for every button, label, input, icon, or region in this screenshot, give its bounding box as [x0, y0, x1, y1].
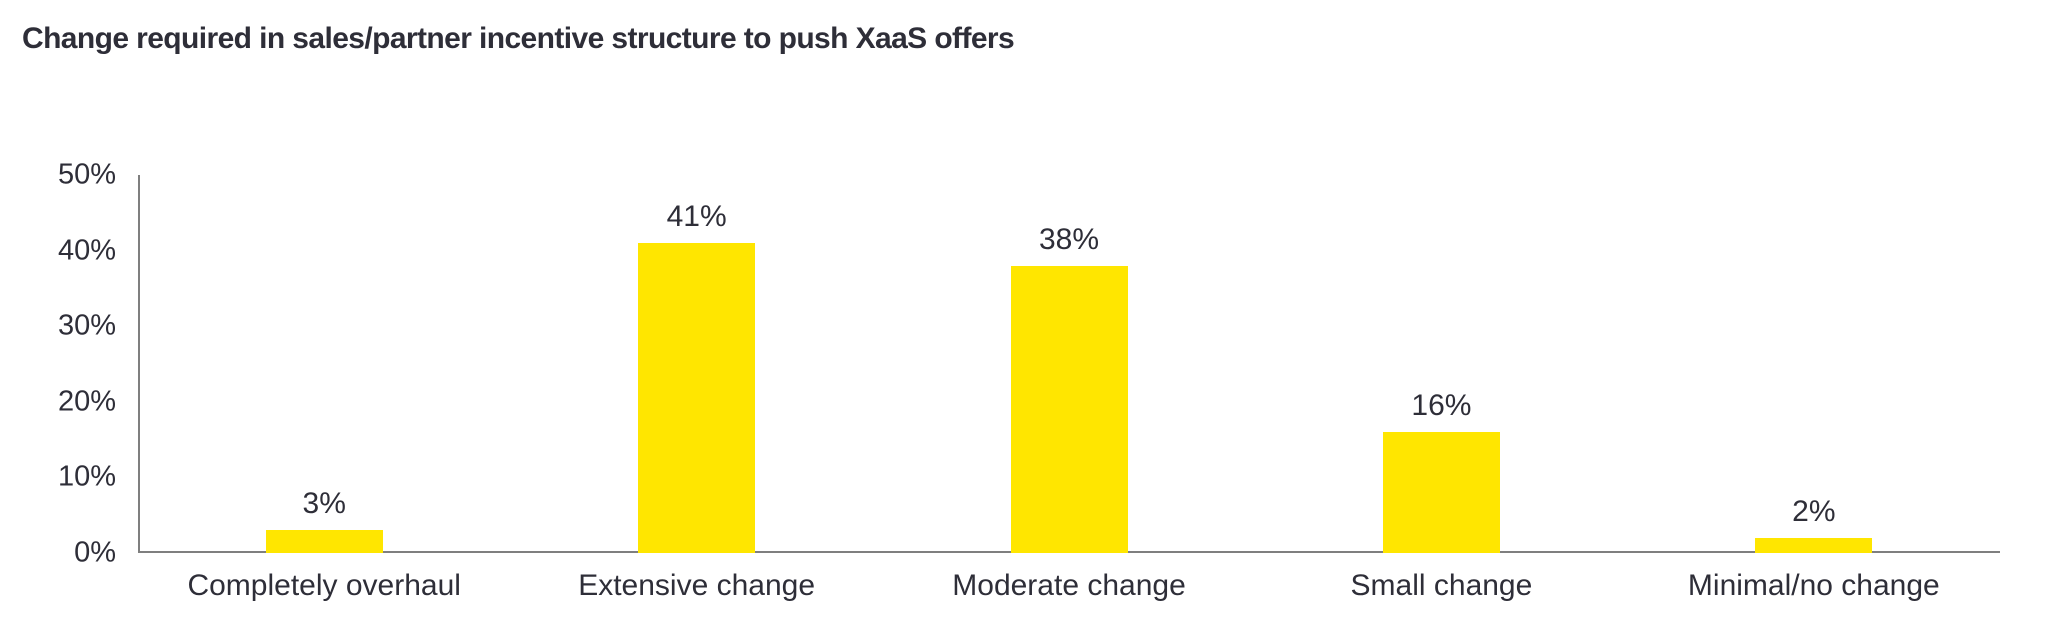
x-category-label: Extensive change	[578, 569, 816, 602]
x-axis-labels: Completely overhaul Extensive change Moder…	[138, 569, 2000, 604]
y-tick-label: 50%	[57, 158, 116, 191]
chart-title: Change required in sales/partner incenti…	[22, 22, 1015, 55]
bar-chart: 0% 10% 20% 30% 40% 50% 3% 41% 38% 16% 2% Complete…	[58, 160, 2000, 602]
x-category-label: Completely overhaul	[187, 569, 461, 602]
bar-slot: 38%	[883, 175, 1255, 553]
bars-layer: 3% 41% 38% 16% 2%	[138, 175, 2000, 553]
y-tick-label: 30%	[57, 309, 116, 342]
bar-slot: 2%	[1628, 175, 2000, 553]
bar-value-label: 41%	[666, 200, 727, 234]
bar-value-label: 2%	[1792, 494, 1836, 528]
bar-value-label: 3%	[302, 487, 346, 521]
bar-slot: 16%	[1255, 175, 1627, 553]
bar	[1010, 265, 1128, 553]
y-tick-label: 40%	[57, 234, 116, 267]
bar	[1755, 537, 1873, 553]
bar-slot: 3%	[138, 175, 510, 553]
bar-value-label: 16%	[1411, 389, 1472, 423]
bar	[638, 243, 756, 553]
x-category-label: Moderate change	[952, 569, 1186, 602]
bar	[265, 530, 383, 553]
bar-value-label: 38%	[1038, 222, 1100, 256]
y-tick-label: 20%	[57, 385, 116, 418]
x-category-label: Minimal/no change	[1687, 569, 1940, 602]
bar	[1382, 432, 1500, 553]
bar-slot: 41%	[510, 175, 882, 553]
y-tick-label: 10%	[57, 460, 116, 493]
x-category-label: Small change	[1350, 569, 1533, 602]
y-tick-label: 0%	[74, 536, 116, 569]
